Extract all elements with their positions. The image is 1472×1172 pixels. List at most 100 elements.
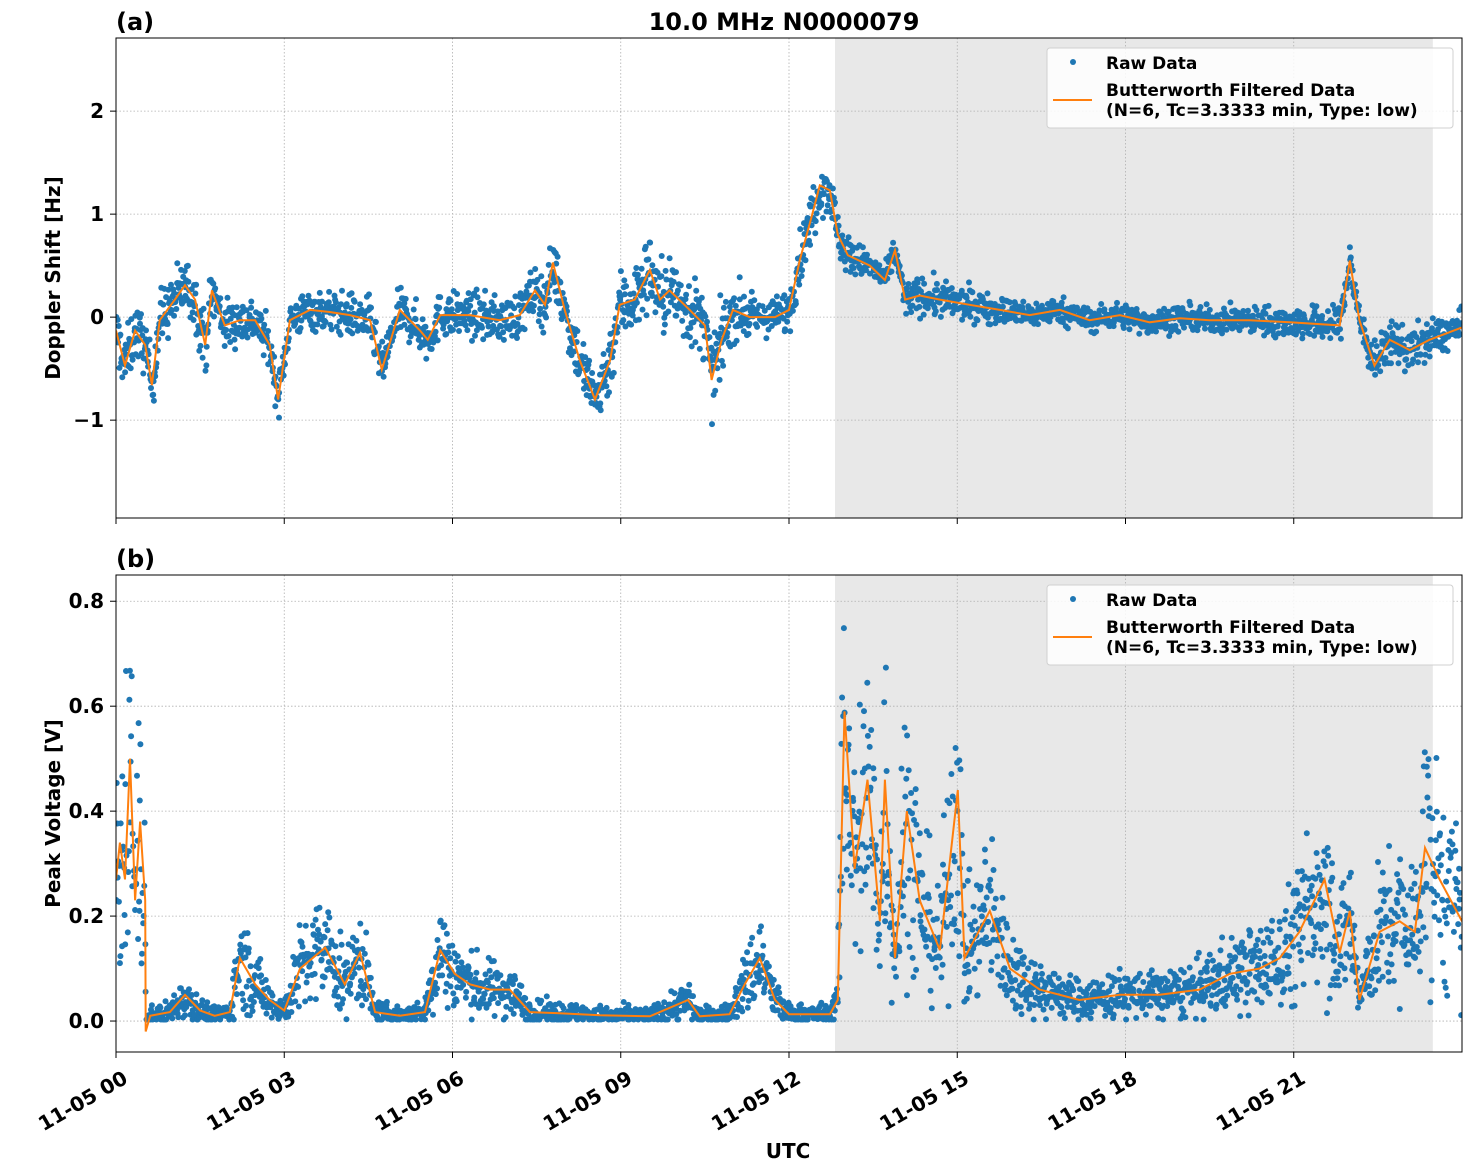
raw-point bbox=[744, 1004, 751, 1011]
raw-point bbox=[200, 305, 207, 312]
raw-point bbox=[705, 1004, 712, 1011]
raw-point bbox=[1233, 991, 1240, 998]
raw-point bbox=[338, 301, 344, 308]
raw-point bbox=[472, 332, 478, 339]
raw-point bbox=[787, 328, 794, 335]
raw-point bbox=[296, 922, 303, 929]
raw-point bbox=[197, 342, 204, 349]
raw-point bbox=[430, 1011, 436, 1018]
raw-point bbox=[908, 309, 915, 316]
raw-point bbox=[1403, 356, 1410, 363]
raw-point bbox=[1313, 850, 1320, 856]
raw-point bbox=[665, 308, 672, 315]
raw-point bbox=[543, 993, 550, 1000]
raw-point bbox=[413, 296, 419, 303]
raw-point bbox=[1426, 353, 1433, 360]
raw-point bbox=[122, 781, 129, 788]
raw-point bbox=[1429, 315, 1436, 322]
raw-point bbox=[858, 887, 865, 894]
raw-point bbox=[664, 1016, 671, 1023]
raw-point bbox=[1254, 936, 1261, 943]
raw-point bbox=[824, 202, 831, 209]
raw-point bbox=[1373, 343, 1380, 350]
raw-point bbox=[468, 947, 475, 954]
raw-point bbox=[295, 1003, 302, 1010]
raw-point bbox=[134, 772, 140, 779]
raw-point bbox=[917, 315, 924, 322]
raw-point bbox=[436, 304, 443, 311]
raw-point bbox=[494, 308, 501, 315]
raw-point bbox=[1030, 1016, 1037, 1023]
raw-point bbox=[910, 917, 917, 924]
raw-point bbox=[540, 329, 547, 336]
raw-point bbox=[500, 336, 507, 343]
raw-point bbox=[1209, 957, 1216, 964]
raw-point bbox=[193, 281, 200, 288]
raw-point bbox=[240, 997, 247, 1004]
raw-point bbox=[351, 970, 358, 977]
raw-point bbox=[1421, 360, 1428, 366]
raw-point bbox=[998, 974, 1005, 981]
raw-point bbox=[496, 333, 503, 340]
raw-point bbox=[1021, 971, 1028, 978]
raw-point bbox=[981, 846, 988, 853]
raw-point bbox=[1299, 330, 1306, 337]
raw-point bbox=[315, 926, 321, 933]
raw-point bbox=[574, 328, 581, 334]
raw-point bbox=[934, 882, 941, 889]
raw-point bbox=[908, 790, 915, 796]
raw-point bbox=[473, 969, 480, 976]
raw-point bbox=[379, 338, 386, 345]
raw-point bbox=[866, 854, 872, 861]
raw-point bbox=[1398, 336, 1405, 343]
raw-point bbox=[649, 262, 656, 269]
raw-point bbox=[923, 943, 930, 950]
raw-point bbox=[437, 294, 444, 301]
raw-point bbox=[243, 983, 250, 990]
raw-point bbox=[242, 954, 249, 961]
raw-point bbox=[304, 972, 311, 979]
raw-point bbox=[1377, 368, 1384, 375]
raw-point bbox=[965, 968, 972, 975]
raw-point bbox=[843, 866, 850, 873]
raw-point bbox=[239, 990, 246, 997]
raw-point bbox=[909, 810, 915, 817]
raw-point bbox=[1254, 996, 1261, 1003]
raw-point bbox=[876, 963, 883, 970]
raw-point bbox=[468, 1001, 475, 1008]
raw-point bbox=[917, 912, 924, 919]
raw-point bbox=[269, 992, 276, 999]
raw-point bbox=[521, 326, 528, 333]
raw-point bbox=[784, 318, 791, 325]
raw-point bbox=[623, 283, 630, 290]
raw-point bbox=[1153, 328, 1159, 335]
raw-point bbox=[357, 978, 364, 984]
raw-point bbox=[994, 921, 1001, 928]
raw-point bbox=[954, 890, 961, 897]
raw-point bbox=[332, 943, 339, 950]
raw-point bbox=[745, 330, 752, 337]
raw-point bbox=[846, 831, 853, 838]
raw-point bbox=[1075, 978, 1082, 984]
raw-point bbox=[1265, 302, 1272, 309]
raw-point bbox=[1014, 987, 1021, 994]
raw-point bbox=[1036, 1002, 1043, 1009]
raw-point bbox=[1116, 976, 1123, 983]
raw-point bbox=[148, 385, 154, 391]
raw-point bbox=[773, 293, 780, 300]
raw-point bbox=[751, 980, 757, 987]
raw-point bbox=[781, 292, 788, 299]
raw-point bbox=[916, 830, 923, 837]
raw-point bbox=[1382, 355, 1389, 361]
raw-point bbox=[971, 918, 978, 925]
raw-point bbox=[692, 275, 698, 282]
y-tick-label: −1 bbox=[73, 408, 104, 432]
raw-point bbox=[137, 320, 143, 327]
raw-point bbox=[1106, 988, 1113, 995]
raw-point bbox=[1272, 334, 1279, 341]
raw-point bbox=[1148, 967, 1155, 974]
raw-point bbox=[903, 310, 910, 317]
raw-point bbox=[859, 244, 866, 251]
raw-point bbox=[230, 1016, 237, 1023]
